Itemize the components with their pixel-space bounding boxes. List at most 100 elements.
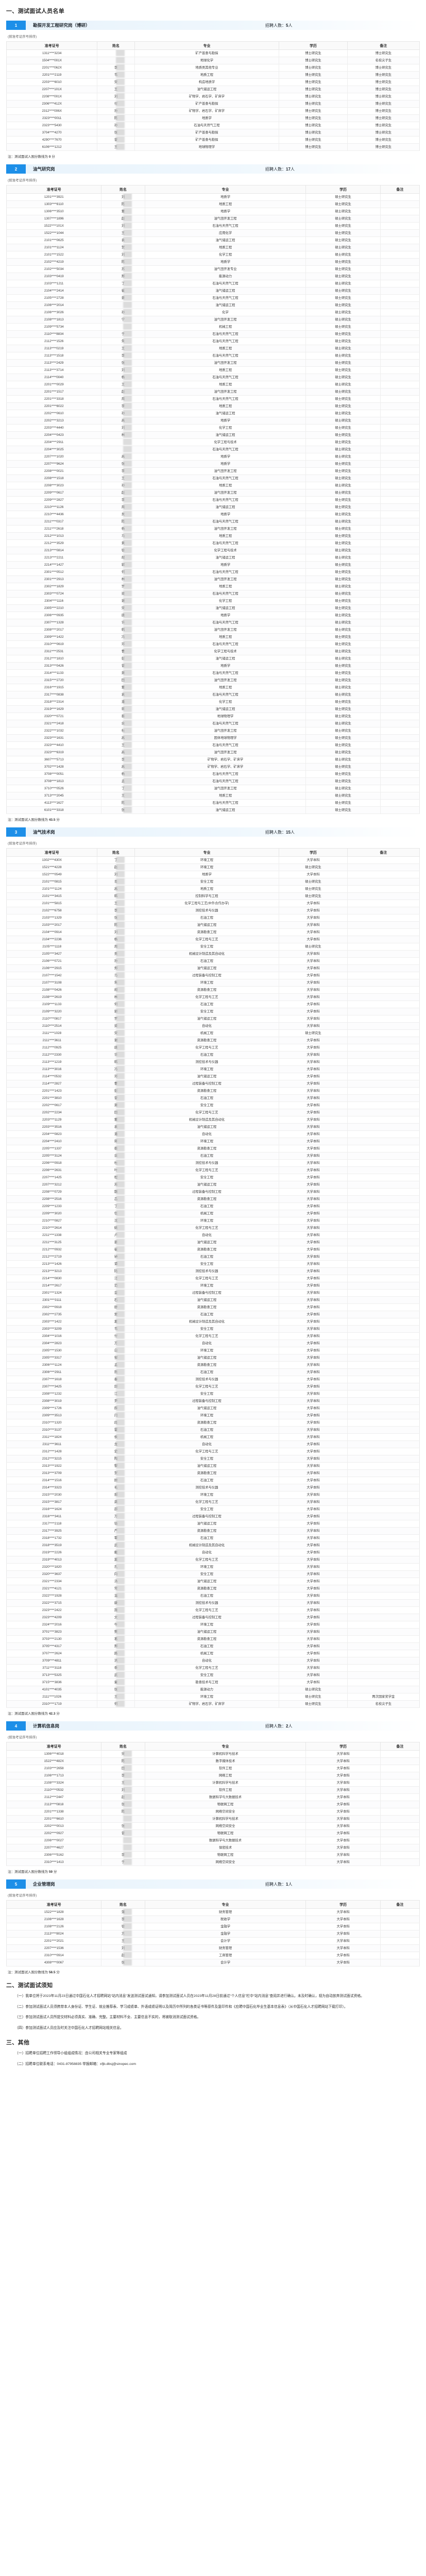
table-row: 2202****0617 萧安全工程 大学本科 xyxy=(6,1101,420,1109)
major-cell: 油气储运工程 xyxy=(144,236,306,244)
education-cell: 硕士研究生 xyxy=(305,193,381,201)
name-redaction-mask xyxy=(116,1578,125,1584)
name-redaction-mask xyxy=(116,993,125,1000)
major-cell: 过程装备与控制工程 xyxy=(134,972,280,979)
exam-number-cell: 2201****062X xyxy=(6,64,98,72)
name-cell: 刘 xyxy=(101,1944,145,1952)
major-cell: 石油与天然气工程 xyxy=(144,330,306,338)
exam-number-cell: 2201****3318 xyxy=(6,395,102,403)
remark-cell: 博士研究生 xyxy=(347,100,420,108)
remark-cell xyxy=(347,1599,420,1607)
table-row: 2110****8834 于石油与天然气工程 硕士研究生 xyxy=(6,330,420,338)
remark-cell xyxy=(347,1592,420,1600)
major-cell: 石油与天然气工程 xyxy=(144,294,306,302)
name-cell: 田 xyxy=(101,1765,145,1772)
column-header: 准考证号 xyxy=(6,848,98,857)
table-row: 6101****3318 张油气储运工程 硕士研究生 xyxy=(6,806,420,814)
education-cell: 硕士研究生 xyxy=(279,1029,348,1037)
name-cell: 王 xyxy=(101,345,145,352)
table-row: 2211****2618 杨油气田开发工程 硕士研究生 xyxy=(6,525,420,533)
name-cell: 王 xyxy=(97,1693,135,1701)
education-cell: 大学本科 xyxy=(305,1858,381,1866)
major-cell: 油气田开发工程 xyxy=(144,749,306,756)
remark-cell xyxy=(380,749,420,756)
education-cell: 硕士研究生 xyxy=(305,453,381,461)
remark-cell xyxy=(347,986,420,994)
education-cell: 硕士研究生 xyxy=(305,583,381,590)
table-row: 2113****8024 方金融学 大学本科 xyxy=(6,1930,420,1938)
name-redaction-mask xyxy=(123,539,132,546)
name-redaction-mask xyxy=(123,806,132,813)
remark-cell xyxy=(380,496,420,504)
exam-number-cell: 2210****4436 xyxy=(6,511,102,518)
remark-cell xyxy=(347,1462,420,1470)
name-cell: 罗 xyxy=(97,1015,135,1023)
name-redaction-mask xyxy=(123,446,132,452)
exam-number-cell: 2209****0617 xyxy=(6,489,102,497)
name-redaction-mask xyxy=(123,1908,132,1915)
exam-number-cell: 2101****1522 xyxy=(6,251,102,259)
name-cell: 廖 xyxy=(97,1303,135,1311)
table-row: 4113****1627 陈石油与天然气工程 硕士研究生 xyxy=(6,799,420,807)
major-cell: 地球物理学 xyxy=(144,713,306,720)
name-cell: 邵 xyxy=(97,1505,135,1513)
table-row: 2214****2617 范环境工程 大学本科 xyxy=(6,1282,420,1290)
education-cell: 博士研究生 xyxy=(279,114,348,122)
remark-cell xyxy=(347,863,420,871)
name-cell: 于 xyxy=(101,330,145,338)
remark-cell xyxy=(380,1908,420,1916)
education-cell: 大学本科 xyxy=(279,914,348,922)
exam-number-cell: 2311****2531 xyxy=(6,648,102,655)
remark-cell xyxy=(380,655,420,663)
table-row: 2213****1426 谭安全工程 大学本科 xyxy=(6,1260,420,1268)
major-cell: 地质工程 xyxy=(144,402,306,410)
table-row: 2101****5815 王化学工程与工艺(中外合作办学) 大学本科 xyxy=(6,900,420,907)
remark-cell xyxy=(347,1606,420,1614)
major-cell: 化学工程与工艺(中外合作办学) xyxy=(134,900,280,907)
exam-number-cell: 3713****2045 xyxy=(6,792,102,800)
exam-number-cell: 2103****2658 xyxy=(6,1765,102,1772)
name-cell: 向 xyxy=(97,1570,135,1578)
remark-cell: 博士研究生 xyxy=(347,129,420,137)
name-redaction-mask xyxy=(123,1837,132,1843)
exam-number-cell: 2102****5034 xyxy=(6,265,102,273)
exam-number-cell: 2306****412X xyxy=(6,100,98,108)
name-redaction-mask xyxy=(123,1959,132,1965)
remark-cell xyxy=(380,381,420,388)
exam-number-cell: 2310****1413 xyxy=(6,1858,102,1866)
name-cell: 陆 xyxy=(97,1267,135,1275)
name-cell: 毛 xyxy=(97,1484,135,1492)
remark-cell xyxy=(347,936,420,943)
table-row: 2310****1719 何矿物学、岩石学、矿床学 硕士研究生 名校尖子生 xyxy=(6,1700,420,1708)
name-redaction-mask xyxy=(116,1664,125,1671)
name-cell: 田 xyxy=(97,1109,135,1116)
exam-number-cell: 2201****1338 xyxy=(6,1808,102,1816)
name-redaction-mask xyxy=(123,251,132,258)
remark-cell xyxy=(347,892,420,900)
name-redaction-mask xyxy=(116,1296,125,1303)
exam-number-cell: 2210****1126 xyxy=(6,503,102,511)
table-row: 2316****3411 万过程装备与控制工程 大学本科 xyxy=(6,1513,420,1520)
table-row: 2307****1328 许石油与天然气工程 硕士研究生 xyxy=(6,619,420,626)
table-row: 2213****3213 陆测控技术与仪器 大学本科 xyxy=(6,1267,420,1275)
remark-cell xyxy=(380,1952,420,1959)
remark-cell xyxy=(347,1527,420,1535)
remark-cell xyxy=(380,511,420,518)
exam-number-cell: 2202****0610 xyxy=(6,410,102,417)
table-row: 2204****2911 化学工程与技术 硕士研究生 xyxy=(6,438,420,446)
major-cell: 油气田开发工程 xyxy=(144,785,306,792)
name-cell: 刘 xyxy=(97,93,135,100)
education-cell: 大学本科 xyxy=(279,1210,348,1217)
exam-number-cell: 6101****3318 xyxy=(6,806,102,814)
name-redaction-mask xyxy=(116,1397,125,1404)
education-cell: 大学本科 xyxy=(279,1181,348,1189)
major-cell: 矿产普查与勘探 xyxy=(134,136,280,144)
table-row: 2313****1922 黎油气储运工程 大学本科 xyxy=(6,1462,420,1470)
name-redaction-mask xyxy=(116,1044,125,1050)
education-cell: 大学本科 xyxy=(305,1916,381,1923)
remark-cell xyxy=(347,1513,420,1520)
major-cell: 资源勘查工程 xyxy=(134,1361,280,1369)
exam-number-cell: 2107****3108 xyxy=(6,979,98,987)
name-cell: 付 xyxy=(97,100,135,108)
exam-number-cell: 2310****1320 xyxy=(6,1419,98,1427)
